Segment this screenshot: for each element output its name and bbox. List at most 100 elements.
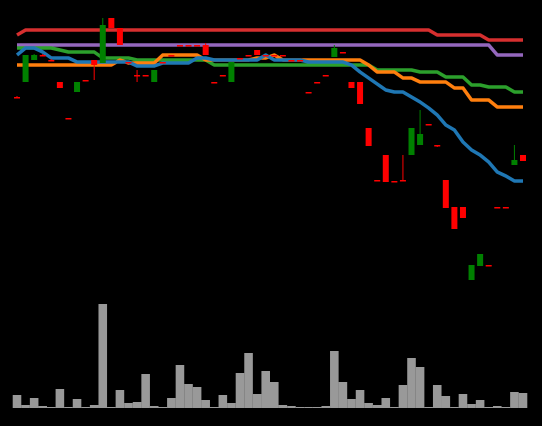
- volume-bar: [167, 398, 176, 408]
- volume-bar: [115, 390, 125, 408]
- volume-bar: [312, 407, 322, 408]
- volume-bar: [390, 407, 399, 408]
- candle-body: [365, 128, 372, 146]
- volume-bar: [415, 367, 425, 408]
- candle-body: [511, 160, 518, 165]
- volume-bar: [175, 365, 185, 408]
- candle-body: [305, 92, 312, 94]
- candle-body: [288, 60, 295, 62]
- candle-body: [211, 82, 218, 84]
- candle-body: [74, 82, 81, 92]
- candle-body: [331, 48, 338, 57]
- volume-bar: [158, 407, 168, 408]
- candle-body: [22, 55, 29, 82]
- candle-body: [459, 207, 466, 218]
- volume-bar: [201, 400, 210, 408]
- candle-body: [108, 18, 115, 28]
- volume-bar: [355, 390, 365, 408]
- volume-bar: [184, 384, 193, 408]
- candle-body: [477, 254, 484, 266]
- volume-bar: [38, 406, 48, 408]
- candle-body: [322, 75, 329, 77]
- candle-body: [39, 55, 46, 57]
- candle-body: [31, 55, 38, 60]
- volume-bar: [64, 407, 73, 408]
- candle-body: [485, 265, 492, 267]
- volume-bar: [244, 353, 253, 408]
- candle-body: [159, 62, 166, 64]
- volume-bar: [12, 395, 22, 408]
- candle-body: [125, 62, 132, 64]
- volume-bar: [29, 398, 39, 408]
- candle-body: [151, 70, 158, 82]
- volume-bar: [278, 405, 288, 408]
- volume-bar: [295, 407, 305, 408]
- volume-bar: [501, 407, 511, 408]
- volume-bar: [132, 402, 142, 408]
- volume-bar: [21, 405, 30, 408]
- candle-body: [408, 128, 415, 155]
- candle-body: [391, 181, 398, 183]
- candle-body: [194, 45, 201, 47]
- volume-bar: [107, 407, 116, 408]
- volume-bar: [192, 387, 202, 408]
- candle-body: [236, 58, 243, 60]
- candle-body: [65, 118, 72, 120]
- volume-bar: [381, 398, 391, 408]
- volume-bar: [270, 382, 279, 408]
- volume-bar: [450, 407, 459, 408]
- volume-bar: [149, 406, 159, 408]
- volume-bar: [347, 399, 356, 408]
- volume-bar: [261, 371, 270, 408]
- candle-body: [202, 45, 209, 55]
- volume-bar: [458, 394, 468, 408]
- candle-body: [254, 50, 261, 55]
- candle-body: [56, 82, 63, 88]
- candle-body: [82, 80, 89, 82]
- volume-bar: [338, 382, 348, 408]
- candle-body: [314, 82, 321, 84]
- candle-body: [185, 45, 192, 47]
- candle-body: [442, 180, 449, 208]
- volume-bar: [467, 404, 476, 408]
- volume-bar: [47, 407, 56, 408]
- volume-bar: [407, 358, 416, 408]
- volume-bar: [252, 394, 262, 408]
- candle-body: [245, 55, 252, 57]
- volume-bar: [330, 351, 339, 408]
- volume-bar: [55, 389, 65, 408]
- volume-bar: [432, 385, 442, 408]
- candle-body: [348, 82, 355, 88]
- volume-bar: [441, 396, 451, 408]
- volume-bar: [124, 403, 133, 408]
- candle-body: [99, 25, 106, 63]
- volume-bar: [372, 405, 382, 408]
- volume-bar: [398, 385, 408, 408]
- volume-bar: [98, 304, 108, 408]
- candle-body: [48, 60, 55, 62]
- candle-body: [468, 265, 475, 280]
- candle-body: [271, 55, 278, 57]
- volume-bar: [304, 407, 313, 408]
- candle-body: [297, 60, 304, 62]
- candle-body: [520, 155, 526, 161]
- candle-body: [176, 45, 183, 47]
- volume-bar: [518, 393, 528, 408]
- volume-bar: [510, 392, 519, 408]
- candle-body: [279, 55, 286, 57]
- candle-body: [382, 155, 389, 182]
- volume-bar: [72, 399, 82, 408]
- volume-bar: [484, 407, 493, 408]
- volume-bar: [227, 403, 236, 408]
- volume-bar: [89, 405, 99, 408]
- candle-body: [142, 75, 149, 77]
- volume-bar: [81, 407, 90, 408]
- candle-body: [374, 180, 381, 182]
- candle-body: [502, 207, 509, 209]
- volume-bar: [209, 407, 219, 408]
- volume-bar: [235, 373, 245, 408]
- candle-body: [91, 60, 98, 65]
- volume-bar: [287, 406, 296, 408]
- volume-bar: [218, 395, 228, 408]
